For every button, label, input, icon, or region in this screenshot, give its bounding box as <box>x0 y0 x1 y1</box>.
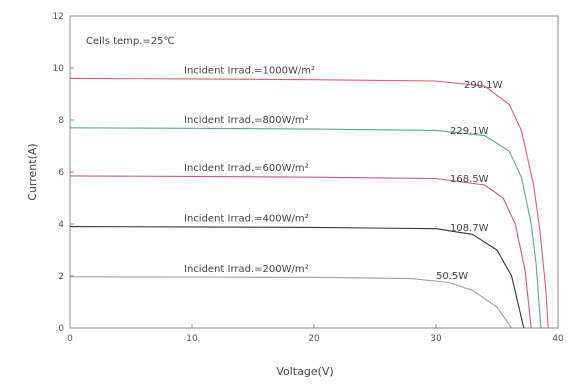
series-name-label-3: Incident Irrad.=400W/m² <box>184 214 309 225</box>
y-tick-label: 6 <box>58 168 64 178</box>
y-tick-label: 12 <box>53 12 64 22</box>
x-tick-label: 20 <box>308 334 320 344</box>
y-tick-label: 4 <box>58 220 64 230</box>
x-tick-label: 40 <box>552 334 564 344</box>
series-line-3 <box>69 226 525 329</box>
series-name-label-0: Incident Irrad.=1000W/m² <box>184 65 315 76</box>
y-tick-label: 8 <box>58 116 64 126</box>
series-power-label-1: 229.1W <box>450 126 489 137</box>
series-name-label-4: Incident Irrad.=200W/m² <box>184 264 309 275</box>
series-line-2 <box>69 175 532 329</box>
x-axis-title: Voltage(V) <box>276 365 333 378</box>
series-line-1 <box>69 127 542 329</box>
y-tick-label: 10 <box>53 64 65 74</box>
series-line-4 <box>69 276 513 329</box>
series-line-0 <box>69 77 549 329</box>
series-name-label-2: Incident Irrad.=600W/m² <box>184 163 309 174</box>
series-name-label-1: Incident Irrad.=800W/m² <box>184 115 309 126</box>
x-tick-label: 10 <box>186 334 198 344</box>
series-power-label-0: 290.1W <box>464 80 503 91</box>
plot-area-frame <box>69 15 559 329</box>
y-tick-label: 2 <box>58 272 64 282</box>
y-tick-label: 0 <box>58 324 64 334</box>
series-power-label-3: 108.7W <box>450 223 489 234</box>
series-power-label-4: 50.5W <box>436 271 468 282</box>
cells-temp-note: Cells temp.=25℃ <box>86 36 175 47</box>
y-axis-title: Current(A) <box>26 143 39 200</box>
series-power-label-2: 168.5W <box>450 174 489 185</box>
x-tick-label: 0 <box>67 334 73 344</box>
x-tick-label: 30 <box>430 334 442 344</box>
